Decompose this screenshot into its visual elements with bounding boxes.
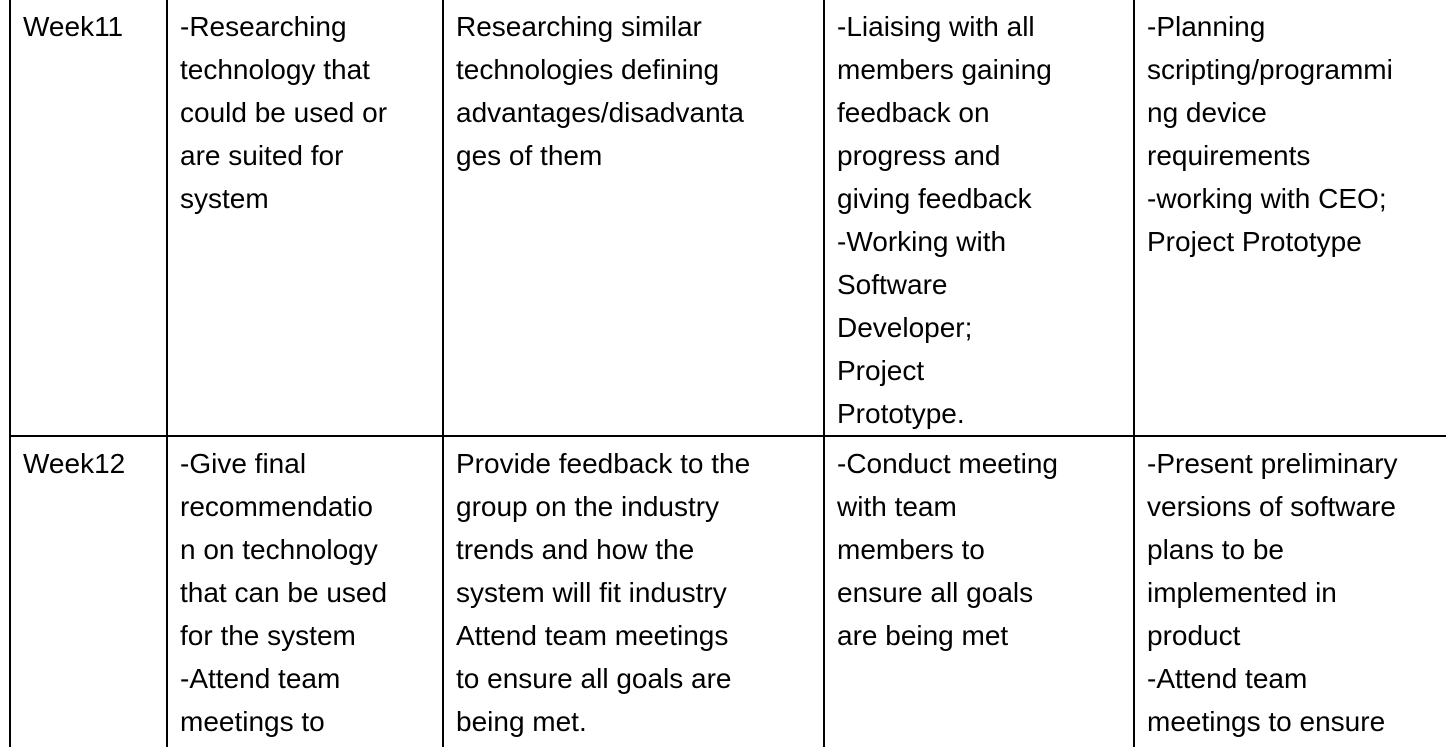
cell-line: -Attend team bbox=[1147, 663, 1308, 694]
cell-line: versions of software bbox=[1147, 491, 1396, 522]
research-cell: -Researching technology that could be us… bbox=[166, 0, 444, 437]
research-cell: -Give final recommendatio n on technolog… bbox=[166, 435, 444, 747]
management-cell: -Liaising with all members gaining feedb… bbox=[823, 0, 1135, 437]
cell-line: n on technology bbox=[180, 534, 378, 565]
cell-line: Researching similar bbox=[456, 11, 702, 42]
cell-line: Developer; bbox=[837, 312, 973, 343]
cell-line: -Give final bbox=[180, 448, 307, 479]
cell-line: to ensure all goals are bbox=[456, 663, 732, 694]
cell-line: -Present preliminary bbox=[1147, 448, 1398, 479]
cell-line: -Working with bbox=[837, 226, 1007, 257]
week-cell: Week12 bbox=[9, 435, 168, 747]
cell-line: trends and how the bbox=[456, 534, 695, 565]
table-row-week12: Week12 -Give final recommendatio n on te… bbox=[9, 435, 1446, 747]
week-label: Week11 bbox=[23, 11, 124, 42]
cell-line: Attend team meetings bbox=[456, 620, 729, 651]
cell-line: -Liaising with all bbox=[837, 11, 1035, 42]
cell-line: Provide feedback to the bbox=[456, 448, 751, 479]
cell-line: advantages/disadvanta bbox=[456, 97, 744, 128]
cell-line: scripting/programmi bbox=[1147, 54, 1393, 85]
cell-line: Prototype. bbox=[837, 398, 965, 429]
industry-cell: Provide feedback to the group on the ind… bbox=[442, 435, 825, 747]
cell-line: requirements bbox=[1147, 140, 1311, 171]
management-cell: -Conduct meeting with team members to en… bbox=[823, 435, 1135, 747]
cell-line: -Conduct meeting bbox=[837, 448, 1059, 479]
cell-line: meetings to ensure bbox=[1147, 706, 1386, 737]
cell-line: for the system bbox=[180, 620, 356, 651]
software-cell: -Planning scripting/programmi ng device … bbox=[1133, 0, 1446, 437]
cell-line: technology that bbox=[180, 54, 370, 85]
cell-line: members to bbox=[837, 534, 985, 565]
cell-line: system will fit industry bbox=[456, 577, 727, 608]
cell-line: -Attend team bbox=[180, 663, 341, 694]
cell-line: technologies defining bbox=[456, 54, 720, 85]
cell-line: ng device bbox=[1147, 97, 1267, 128]
cell-line: being met. bbox=[456, 706, 587, 737]
cell-line: Project bbox=[837, 355, 925, 386]
week-cell: Week11 bbox=[9, 0, 168, 437]
week-label: Week12 bbox=[23, 448, 126, 479]
cell-line: giving feedback bbox=[837, 183, 1032, 214]
cell-line: -Planning bbox=[1147, 11, 1266, 42]
cell-line: progress and bbox=[837, 140, 1001, 171]
cell-line: -Researching bbox=[180, 11, 347, 42]
cell-line: product bbox=[1147, 620, 1241, 651]
cell-line: feedback on bbox=[837, 97, 990, 128]
cell-line: -working with CEO; bbox=[1147, 183, 1387, 214]
cell-line: with team bbox=[837, 491, 957, 522]
cell-line: ges of them bbox=[456, 140, 603, 171]
cell-line: could be used or bbox=[180, 97, 388, 128]
schedule-table: Week11 -Researching technology that coul… bbox=[9, 0, 1446, 747]
cell-line: Software bbox=[837, 269, 948, 300]
table-row-week11: Week11 -Researching technology that coul… bbox=[9, 0, 1446, 437]
cell-line: meetings to bbox=[180, 706, 325, 737]
cell-line: Project Prototype bbox=[1147, 226, 1362, 257]
cell-line: are suited for bbox=[180, 140, 344, 171]
cell-line: system bbox=[180, 183, 269, 214]
cell-line: members gaining bbox=[837, 54, 1052, 85]
cell-line: ensure all goals bbox=[837, 577, 1034, 608]
cell-line: recommendatio bbox=[180, 491, 373, 522]
cell-line: that can be used bbox=[180, 577, 388, 608]
industry-cell: Researching similar technologies definin… bbox=[442, 0, 825, 437]
cell-line: group on the industry bbox=[456, 491, 720, 522]
software-cell: -Present preliminary versions of softwar… bbox=[1133, 435, 1446, 747]
cell-line: implemented in bbox=[1147, 577, 1337, 608]
cell-line: are being met bbox=[837, 620, 1009, 651]
cell-line: plans to be bbox=[1147, 534, 1284, 565]
